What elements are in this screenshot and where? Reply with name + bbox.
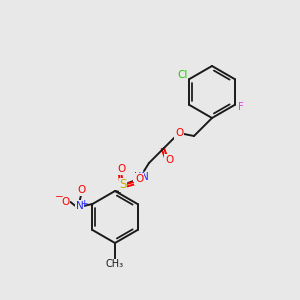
Text: O: O	[117, 164, 125, 174]
Text: +: +	[80, 200, 87, 208]
Text: O: O	[77, 185, 86, 195]
Text: O: O	[175, 128, 183, 138]
Text: S: S	[119, 178, 127, 191]
Text: O: O	[165, 155, 173, 165]
Text: O: O	[135, 174, 143, 184]
Text: Cl: Cl	[177, 70, 188, 80]
Text: HN: HN	[134, 172, 148, 182]
Text: O: O	[61, 197, 70, 207]
Text: F: F	[238, 102, 244, 112]
Text: N: N	[76, 201, 83, 211]
Text: CH₃: CH₃	[106, 259, 124, 269]
Text: −: −	[55, 192, 64, 202]
